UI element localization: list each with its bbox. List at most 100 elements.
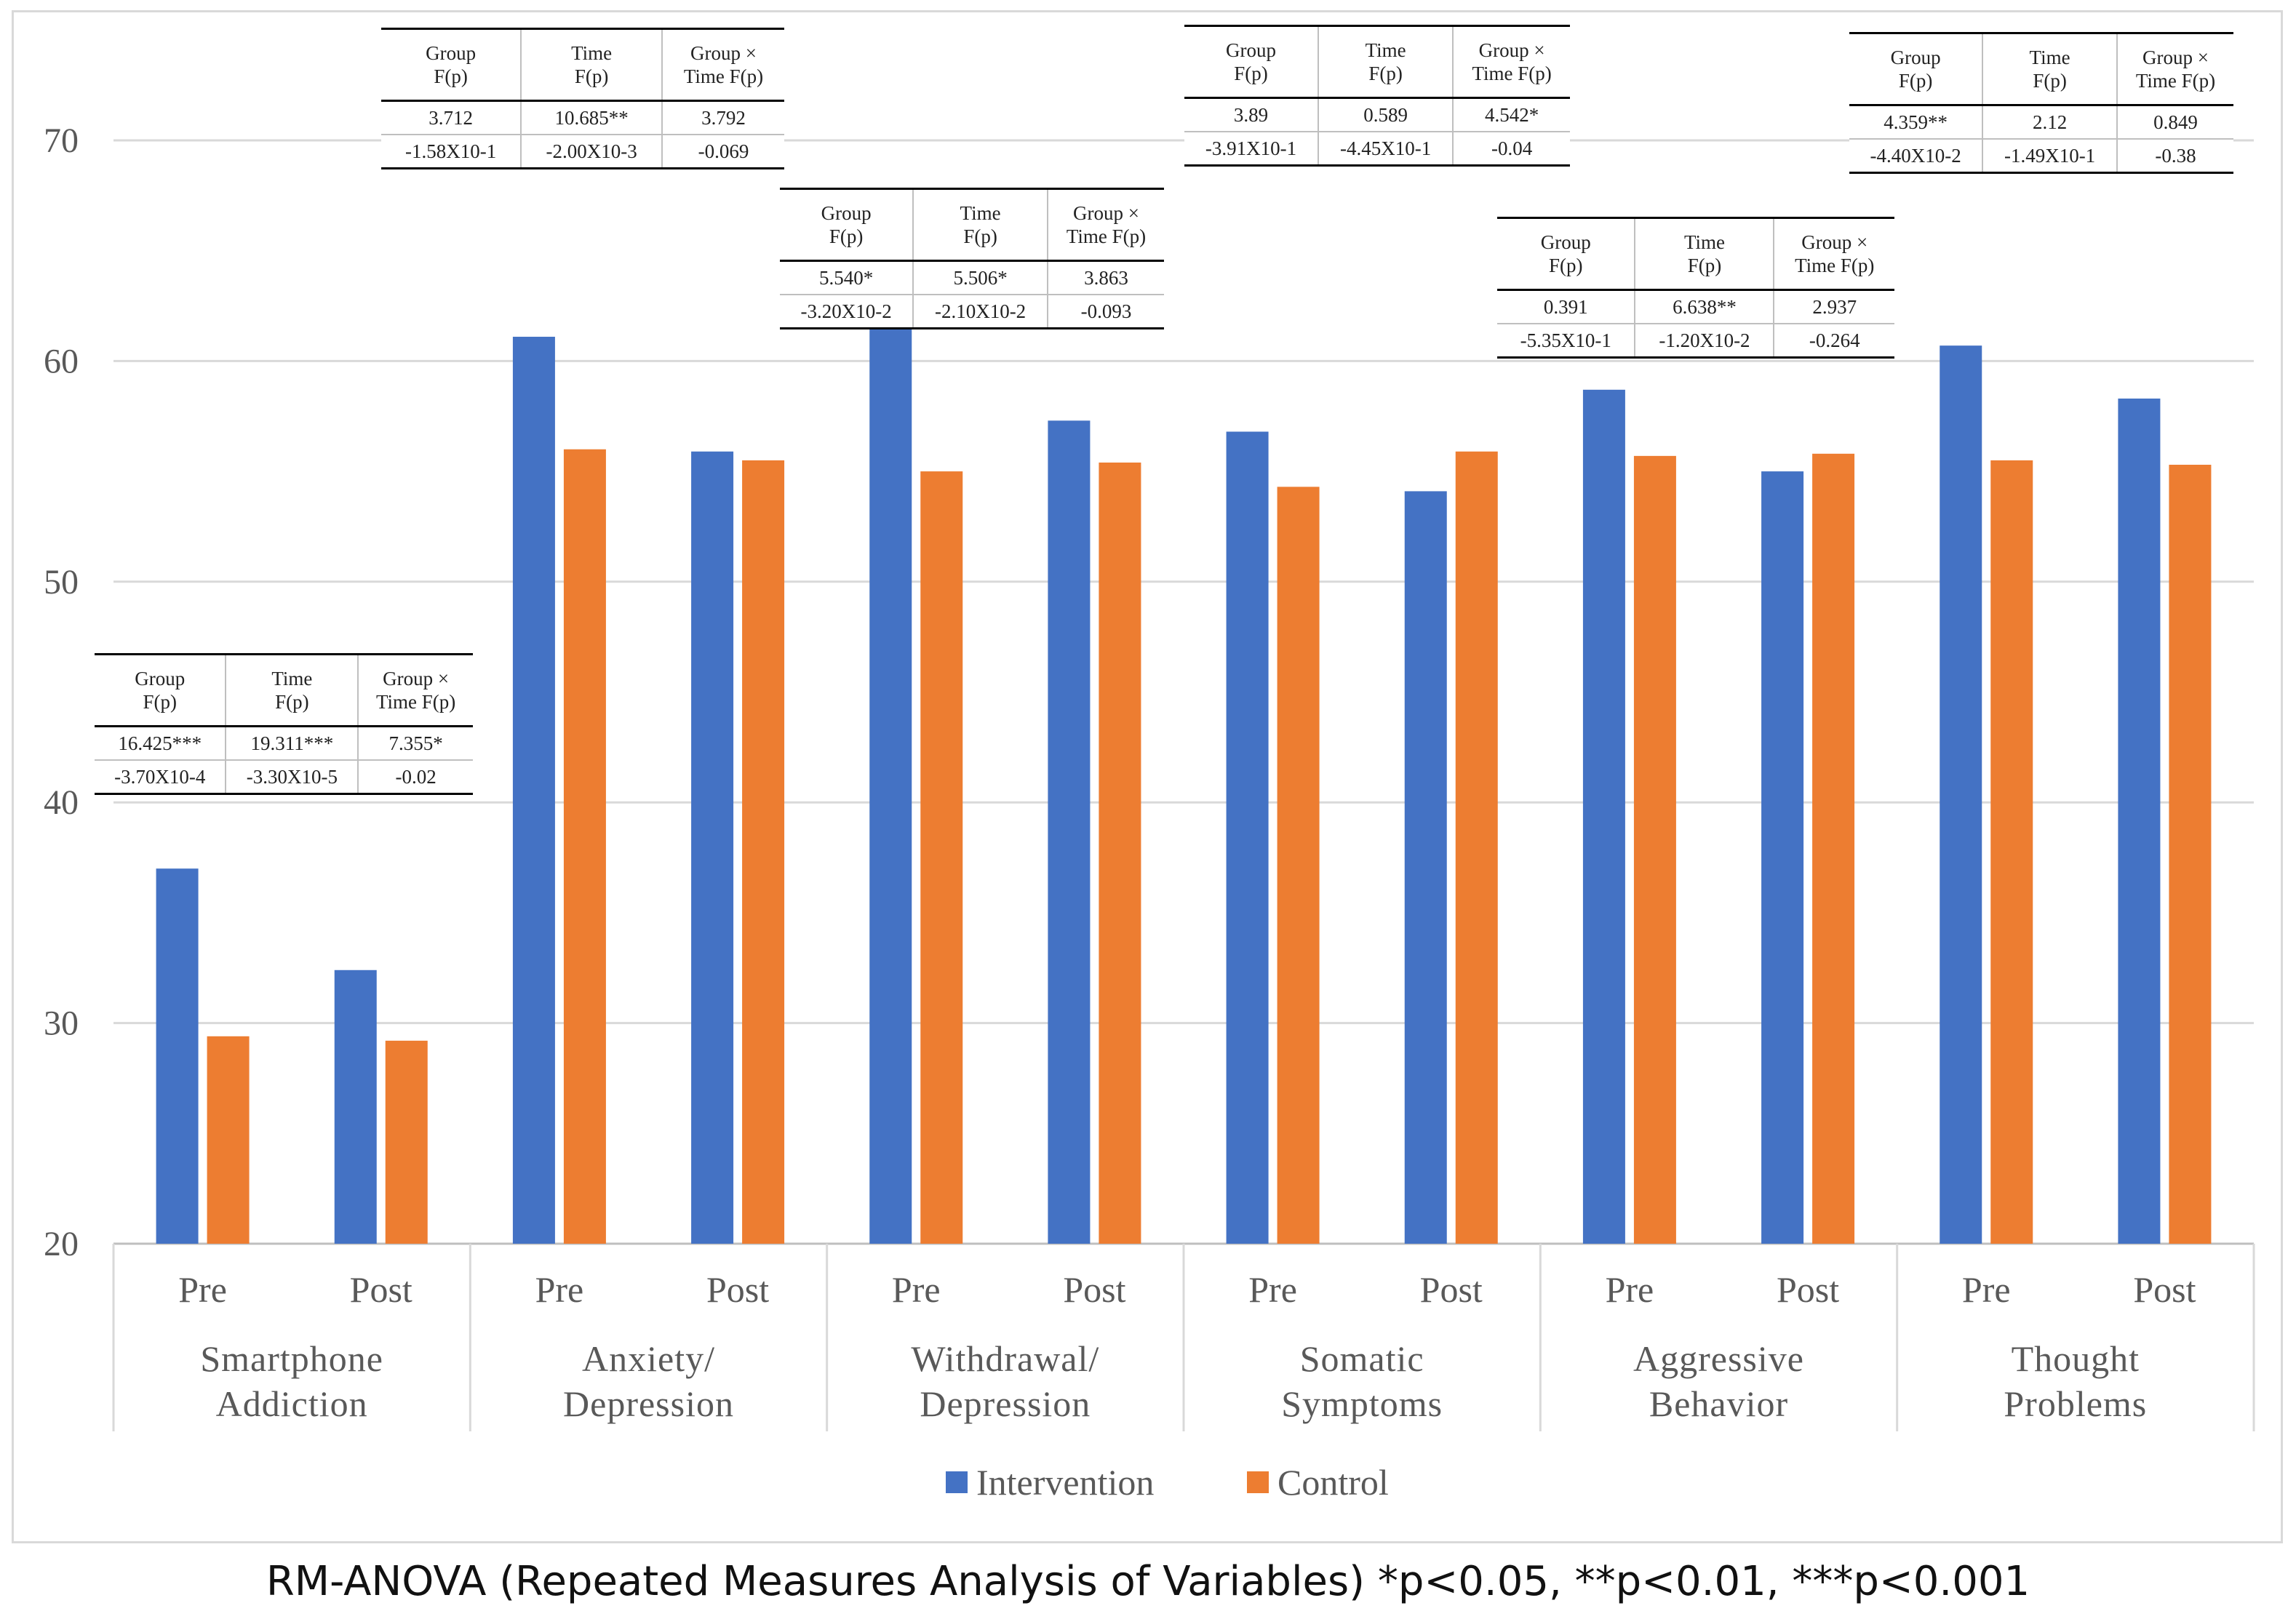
group-label: Smartphone (200, 1338, 383, 1379)
stat-f-cell: 6.638** (1634, 289, 1774, 324)
stat-header-cell: Time F(p) (1982, 33, 2117, 105)
stat-p-cell: -0.093 (1046, 294, 1164, 329)
stat-p-cell: -0.069 (661, 134, 784, 169)
stat-table: Group F(p) Time F(p) Group × Time F(p) 3.712 10… (381, 28, 784, 169)
stat-p-cell: -2.00X10-3 (520, 134, 663, 169)
stat-f-cell: 16.425*** (95, 725, 226, 760)
stat-f-cell: 4.359** (1849, 104, 1983, 139)
stat-f-cell: 3.89 (1184, 97, 1318, 132)
y-tick-label: 50 (44, 563, 79, 601)
footnote: RM-ANOVA (Repeated Measures Analysis of … (266, 1558, 2030, 1605)
group-label: Behavior (1649, 1383, 1788, 1424)
bar-intervention (156, 868, 199, 1244)
bar-intervention (691, 451, 734, 1244)
stat-header-cell: Group × Time F(p) (1452, 25, 1570, 98)
stat-p-cell: -1.20X10-2 (1634, 323, 1774, 359)
stat-f-cell: 10.685** (520, 100, 663, 135)
legend-swatch (1247, 1471, 1269, 1493)
stat-p-cell: -5.35X10-1 (1497, 323, 1635, 359)
group-label: Anxiety/ (582, 1338, 715, 1379)
y-tick-label: 20 (44, 1225, 79, 1263)
bar-control (920, 471, 963, 1244)
bar-control (207, 1036, 250, 1244)
stat-p-cell: -4.40X10-2 (1849, 138, 1983, 174)
y-tick-label: 60 (44, 342, 79, 380)
x-tick-label: Post (1777, 1269, 1839, 1310)
stat-f-cell: 0.391 (1497, 289, 1635, 324)
x-tick-label: Post (1063, 1269, 1125, 1310)
stat-header-cell: Group × Time F(p) (661, 28, 784, 101)
stat-p-cell: -0.02 (357, 759, 473, 795)
bar-intervention (1404, 491, 1447, 1244)
stat-f-cell: 2.12 (1982, 104, 2117, 139)
group-label: Thought (2012, 1338, 2140, 1379)
bar-control (1455, 451, 1498, 1244)
stat-header-cell: Time F(p) (912, 188, 1048, 261)
group-label: Addiction (216, 1383, 368, 1424)
x-tick-label: Pre (1606, 1269, 1654, 1310)
legend-label: Intervention (976, 1462, 1154, 1503)
x-tick-label: Post (2133, 1269, 2196, 1310)
legend-swatch (946, 1471, 968, 1493)
bar-intervention (512, 337, 555, 1244)
x-tick-label: Pre (1962, 1269, 2011, 1310)
group-label: Somatic (1300, 1338, 1424, 1379)
stat-header-cell: Group F(p) (1540, 231, 1591, 276)
stat-header-cell: Time F(p) (225, 654, 359, 727)
stat-header-cell: Group × Time F(p) (357, 654, 473, 727)
stat-f-cell: 0.589 (1317, 97, 1454, 132)
bar-intervention (2118, 398, 2161, 1244)
stat-p-cell: -0.04 (1452, 131, 1570, 167)
bar-intervention (1582, 389, 1625, 1244)
stat-header-cell: Group F(p) (426, 41, 477, 87)
bar-intervention (1048, 420, 1091, 1244)
bar-intervention (1940, 345, 1982, 1244)
x-tick-label: Pre (892, 1269, 941, 1310)
stat-table: Group F(p) Time F(p) Group × Time F(p) 0.391 6.… (1497, 217, 1894, 359)
stat-f-cell: 2.937 (1773, 289, 1894, 324)
group-label: Symptoms (1281, 1383, 1443, 1424)
x-tick-label: Post (350, 1269, 412, 1310)
stat-p-cell: -3.70X10-4 (95, 759, 226, 795)
stat-p-cell: -0.264 (1773, 323, 1894, 359)
stat-header-cell: Group × Time F(p) (1046, 188, 1164, 261)
stat-p-cell: -3.30X10-5 (225, 759, 359, 795)
bar-control (742, 460, 785, 1244)
stat-f-cell: 3.712 (381, 100, 522, 135)
bar-intervention (1761, 471, 1804, 1244)
bar-control (1277, 487, 1320, 1244)
bar-control (1099, 462, 1141, 1244)
stat-p-cell: -2.10X10-2 (912, 294, 1048, 329)
bar-control (2169, 464, 2212, 1244)
stat-p-cell: -1.49X10-1 (1982, 138, 2117, 174)
bar-control (1633, 455, 1676, 1244)
bar-intervention (334, 970, 377, 1244)
group-label: Depression (920, 1383, 1091, 1424)
stat-header-cell: Group F(p) (821, 201, 872, 247)
bar-control (1812, 453, 1855, 1244)
stat-f-cell: 19.311*** (225, 725, 359, 760)
stat-header-cell: Group × Time F(p) (1773, 217, 1894, 290)
stat-table: Group F(p) Time F(p) Group × Time F(p) 5.540* 5… (780, 188, 1164, 329)
stat-header-cell: Time F(p) (1634, 217, 1774, 290)
group-label: Problems (2004, 1383, 2147, 1424)
legend-label: Control (1277, 1462, 1389, 1503)
stat-p-cell: -0.38 (2116, 138, 2233, 174)
stat-header-cell: Group F(p) (135, 667, 186, 713)
stat-header-cell: Group × Time F(p) (2116, 33, 2233, 105)
stat-table: Group F(p) Time F(p) Group × Time F(p) 3.89 0.5… (1184, 25, 1570, 167)
stat-table: Group F(p) Time F(p) Group × Time F(p) 4.359**… (1849, 32, 2233, 174)
stat-f-cell: 4.542* (1452, 97, 1570, 132)
stat-f-cell: 5.540* (780, 260, 914, 295)
stat-header-cell: Group F(p) (1225, 39, 1276, 84)
group-label: Withdrawal/ (911, 1338, 1099, 1379)
stat-f-cell: 5.506* (912, 260, 1048, 295)
x-tick-label: Post (1420, 1269, 1483, 1310)
stat-p-cell: -4.45X10-1 (1317, 131, 1454, 167)
bar-intervention (1226, 431, 1269, 1244)
stat-f-cell: 3.863 (1046, 260, 1164, 295)
stat-table: Group F(p) Time F(p) Group × Time F(p) 16.425*… (95, 653, 473, 795)
stat-f-cell: 7.355* (357, 725, 473, 760)
bar-control (1990, 460, 2033, 1244)
